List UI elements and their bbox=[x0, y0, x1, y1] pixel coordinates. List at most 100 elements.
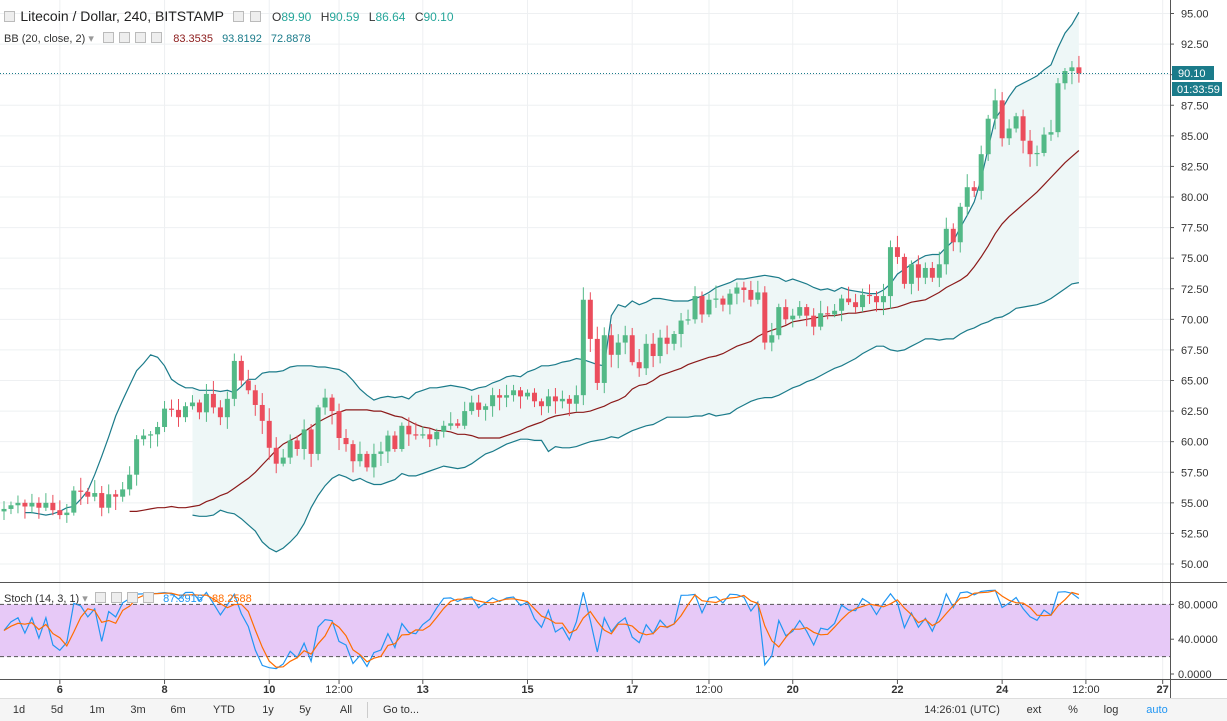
candle-body bbox=[141, 435, 147, 440]
price-tick-label: 65.00 bbox=[1181, 376, 1209, 388]
candle-body bbox=[671, 334, 677, 344]
range-5y-button[interactable]: 5y bbox=[299, 704, 311, 716]
log-button[interactable]: log bbox=[1103, 704, 1119, 716]
candle-body bbox=[29, 502, 35, 507]
candle-body bbox=[217, 407, 223, 418]
candle-body bbox=[860, 294, 866, 308]
range-1y-button[interactable]: 1y bbox=[262, 704, 274, 716]
candle-body bbox=[364, 453, 370, 468]
candle-body bbox=[580, 299, 586, 396]
candle-body bbox=[441, 425, 447, 432]
candle-body bbox=[301, 429, 307, 450]
candle-body bbox=[706, 299, 712, 315]
open-value: 89.90 bbox=[281, 10, 312, 24]
candle-body bbox=[699, 296, 705, 315]
range-all-button[interactable]: All bbox=[339, 704, 353, 716]
candle-body bbox=[783, 307, 789, 320]
candle-body bbox=[601, 335, 607, 383]
low-value: 86.64 bbox=[375, 10, 406, 24]
candle-body bbox=[322, 397, 328, 408]
stoch-k-value: 87.3916 bbox=[163, 593, 203, 605]
time-tick-label: 20 bbox=[787, 684, 799, 696]
goto-button[interactable]: Go to... bbox=[382, 704, 420, 716]
candle-body bbox=[273, 447, 279, 464]
ext-button[interactable]: ext bbox=[1026, 704, 1042, 716]
range-1d-button[interactable]: 1d bbox=[12, 704, 26, 716]
candle-body bbox=[887, 247, 893, 297]
range-5d-button[interactable]: 5d bbox=[50, 704, 64, 716]
candle-body bbox=[1041, 134, 1047, 153]
candle-body bbox=[734, 287, 740, 294]
candle-body bbox=[566, 398, 572, 404]
candle-body bbox=[455, 423, 461, 426]
candle-body bbox=[922, 267, 928, 278]
time-tick-label: 12:00 bbox=[325, 684, 353, 696]
candle-body bbox=[650, 343, 656, 357]
candle-body bbox=[629, 335, 635, 363]
candle-body bbox=[573, 395, 579, 404]
range-6m-button[interactable]: 6m bbox=[170, 704, 186, 716]
add-icon[interactable] bbox=[135, 32, 147, 43]
price-tick-label: 52.50 bbox=[1181, 528, 1209, 540]
candle-body bbox=[901, 256, 907, 284]
candle-body bbox=[399, 425, 405, 450]
countdown-text: 01:33:59 bbox=[1177, 84, 1220, 96]
bollinger-lower-line bbox=[192, 282, 1080, 553]
price-tick-label: 60.00 bbox=[1181, 437, 1209, 449]
chevron-down-icon[interactable]: ▾ bbox=[82, 593, 88, 605]
candle-body bbox=[245, 380, 251, 391]
candle-body bbox=[1, 508, 7, 512]
range-ytd-button[interactable]: YTD bbox=[213, 704, 235, 716]
candle-body bbox=[483, 406, 489, 410]
candle-body bbox=[476, 402, 482, 410]
candle-body bbox=[196, 402, 202, 413]
candle-body bbox=[182, 406, 188, 418]
candle-body bbox=[769, 335, 775, 343]
close-icon[interactable] bbox=[151, 32, 163, 43]
candle-body bbox=[189, 402, 195, 407]
add-icon[interactable] bbox=[127, 592, 138, 603]
candle-body bbox=[594, 338, 600, 383]
eye-icon[interactable] bbox=[102, 32, 114, 43]
settings-icon[interactable] bbox=[249, 11, 261, 22]
price-tick-label: 87.50 bbox=[1181, 100, 1209, 112]
collapse-icon[interactable] bbox=[4, 11, 15, 22]
range-3m-button[interactable]: 3m bbox=[130, 704, 146, 716]
candle-body bbox=[176, 409, 181, 418]
candle-body bbox=[762, 292, 768, 343]
candle-body bbox=[839, 298, 845, 311]
candle-body bbox=[622, 335, 628, 343]
candle-body bbox=[127, 474, 133, 490]
auto-button[interactable]: auto bbox=[1146, 704, 1168, 716]
candle-body bbox=[790, 315, 796, 320]
candle-body bbox=[22, 502, 28, 507]
settings-icon[interactable] bbox=[110, 592, 122, 603]
bb-legend: BB (20, close, 2) ▾ 83.3535 93.8192 72.8… bbox=[4, 32, 311, 45]
candle-body bbox=[1034, 152, 1040, 155]
close-icon[interactable] bbox=[143, 592, 155, 603]
candle-body bbox=[545, 396, 551, 407]
last-price-text: 90.10 bbox=[1178, 68, 1206, 80]
candle-body bbox=[315, 407, 321, 454]
candle-body bbox=[1076, 67, 1082, 74]
candle-body bbox=[8, 505, 14, 509]
chevron-down-icon[interactable]: ▾ bbox=[88, 33, 94, 45]
candle-body bbox=[280, 457, 286, 464]
bollinger-band-fill bbox=[192, 12, 1079, 552]
time-tick-label: 15 bbox=[521, 684, 533, 696]
candle-body bbox=[531, 392, 537, 402]
price-tick-label: 75.00 bbox=[1181, 253, 1209, 265]
price-tick-label: 70.00 bbox=[1181, 314, 1209, 326]
candle-body bbox=[929, 267, 935, 278]
high-value: 90.59 bbox=[329, 10, 360, 24]
candle-body bbox=[434, 431, 440, 440]
stoch-d-value: 88.2588 bbox=[211, 593, 252, 605]
eye-icon[interactable] bbox=[94, 592, 106, 603]
settings-icon[interactable] bbox=[119, 32, 131, 43]
candle-body bbox=[413, 434, 419, 436]
range-1m-button[interactable]: 1m bbox=[89, 704, 105, 716]
candle-body bbox=[992, 100, 998, 119]
percent-button[interactable]: % bbox=[1068, 704, 1078, 716]
eye-icon[interactable] bbox=[233, 11, 245, 22]
